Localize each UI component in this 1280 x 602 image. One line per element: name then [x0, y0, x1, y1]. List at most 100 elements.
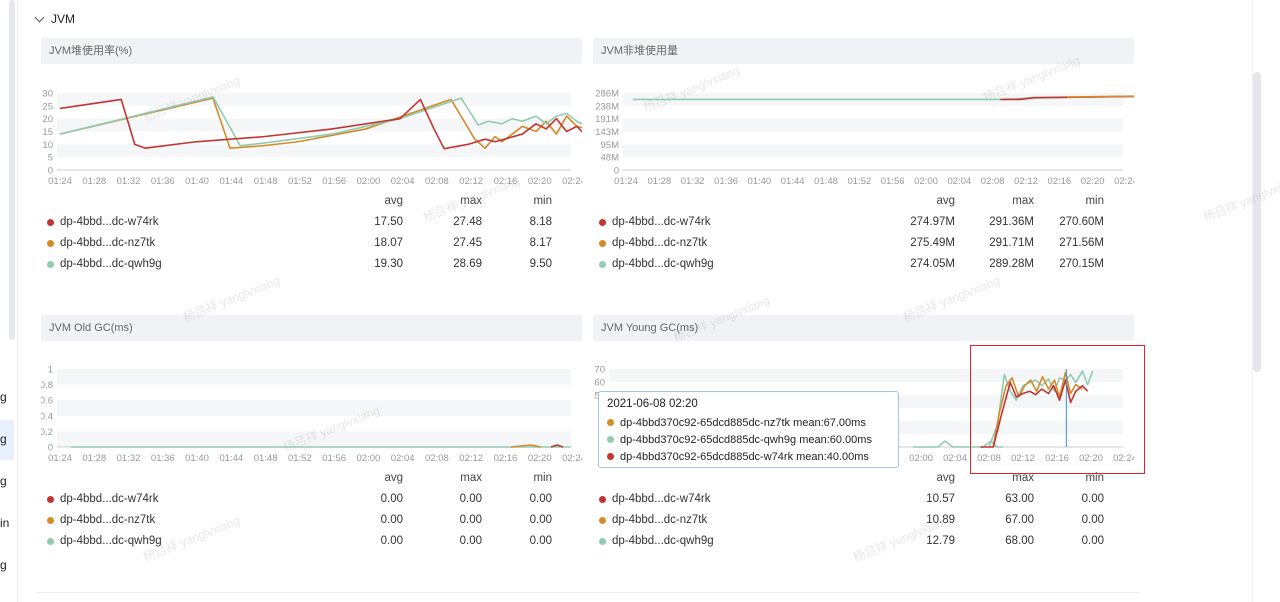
left-label: g — [0, 390, 7, 404]
y-tick-label: 0.6 — [41, 396, 53, 407]
right-scrollbar[interactable] — [1252, 0, 1280, 602]
x-tick-label: 02:24 — [562, 453, 582, 464]
col-avg: avg — [936, 195, 955, 207]
x-tick-label: 02:08 — [977, 453, 1001, 464]
legend-row[interactable]: dp-4bbd...dc-nz7tk 275.49M 291.71M 271.56M — [593, 233, 1134, 254]
y-tick-label: 5 — [48, 153, 53, 164]
legend-row[interactable]: dp-4bbd...dc-qwh9g 12.79 68.00 0.00 — [593, 531, 1134, 552]
grid-band — [57, 144, 571, 158]
x-tick-label: 01:48 — [254, 453, 278, 464]
legend-row[interactable]: dp-4bbd...dc-w74rk 274.97M 291.36M 270.60M — [593, 212, 1134, 233]
x-tick-label: 01:28 — [82, 176, 106, 187]
x-tick-label: 02:20 — [528, 176, 552, 187]
nonheap-legend: avg max min dp-4bbd...dc-w74rk 274.97M 291.3… — [593, 191, 1134, 275]
x-tick-label: 01:32 — [117, 176, 141, 187]
min-value: 9.50 — [529, 258, 552, 270]
max-value: 68.00 — [1005, 535, 1034, 547]
legend-row[interactable]: dp-4bbd...dc-qwh9g 0.00 0.00 0.00 — [41, 531, 582, 552]
series-name: dp-4bbd...dc-w74rk — [612, 493, 711, 505]
series-name: dp-4bbd...dc-w74rk — [612, 216, 711, 228]
legend-row[interactable]: dp-4bbd...dc-qwh9g 19.30 28.69 9.50 — [41, 254, 582, 275]
min-value: 8.18 — [529, 216, 552, 228]
jvm-section-toggle[interactable]: JVM — [34, 10, 75, 28]
legend-row[interactable]: dp-4bbd...dc-qwh9g 274.05M 289.28M 270.15M — [593, 254, 1134, 275]
x-tick-label: 02:04 — [391, 176, 415, 187]
chart-tooltip: 2021-06-08 02:20 dp-4bbd370c92-65dcd885d… — [598, 391, 899, 468]
left-selected-item[interactable] — [0, 420, 14, 460]
tooltip-text: dp-4bbd370c92-65dcd885dc-w74rk mean:40.0… — [620, 450, 869, 463]
y-tick-label: 60 — [594, 378, 605, 389]
series-dot — [599, 240, 606, 247]
x-tick-label: 01:40 — [747, 176, 771, 187]
old-gc-chart[interactable]: 1 0.8 0.6 0.4 0.2 001:24 01:28 01:32 01:36 01:40 0… — [41, 355, 582, 505]
col-avg: avg — [936, 472, 955, 484]
min-value: 0.00 — [529, 493, 552, 505]
series-name: dp-4bbd...dc-nz7tk — [60, 237, 156, 249]
x-tick-label: 02:04 — [391, 453, 415, 464]
series-nz7tk-line[interactable] — [992, 371, 1083, 448]
x-tick-label: 02:12 — [1014, 176, 1038, 187]
avg-value: 19.30 — [374, 258, 403, 270]
series-dot — [599, 219, 606, 226]
x-tick-label: 01:56 — [322, 176, 346, 187]
divider — [36, 592, 1140, 593]
x-tick-label: 02:00 — [357, 453, 381, 464]
y-tick-label: 0 — [614, 166, 619, 177]
series-nz7tk-line[interactable] — [59, 97, 582, 149]
series-dot — [47, 219, 54, 226]
legend-row[interactable]: dp-4bbd...dc-w74rk 17.50 27.48 8.18 — [41, 212, 582, 233]
panel-title: JVM Old GC(ms) — [41, 315, 582, 341]
y-tick-label: 95M — [601, 140, 620, 151]
series-name: dp-4bbd...dc-nz7tk — [60, 514, 156, 526]
scrollbar-thumb[interactable] — [1253, 72, 1261, 372]
young-gc-legend: avg max min dp-4bbd...dc-w74rk 10.57 63.00 0.… — [593, 468, 1134, 552]
series-w74rk-line[interactable] — [550, 444, 564, 448]
legend-row[interactable]: dp-4bbd...dc-w74rk 10.57 63.00 0.00 — [593, 489, 1134, 510]
series-w74rk-line[interactable] — [59, 98, 582, 150]
min-value: 0.00 — [1081, 514, 1104, 526]
x-tick-label: 01:24 — [614, 176, 638, 187]
series-nz7tk-line[interactable] — [1067, 95, 1134, 98]
series-qwh9g-baseline[interactable] — [913, 440, 1003, 448]
avg-value: 274.05M — [910, 258, 955, 270]
series-nz7tk-line[interactable] — [510, 444, 542, 448]
min-value: 271.56M — [1059, 237, 1104, 249]
avg-value: 10.57 — [926, 493, 955, 505]
legend-row[interactable]: dp-4bbd...dc-nz7tk 0.00 0.00 0.00 — [41, 510, 582, 531]
x-tick-label: 02:00 — [914, 176, 938, 187]
max-value: 0.00 — [459, 514, 482, 526]
avg-value: 274.97M — [910, 216, 955, 228]
avg-value: 0.00 — [380, 535, 403, 547]
x-tick-label: 02:12 — [1011, 453, 1035, 464]
avg-value: 10.89 — [926, 514, 955, 526]
x-tick-label: 01:36 — [151, 176, 175, 187]
left-scrollbar[interactable] — [9, 0, 15, 340]
legend-row[interactable]: dp-4bbd...dc-nz7tk 10.89 67.00 0.00 — [593, 510, 1134, 531]
series-qwh9g-line[interactable] — [59, 96, 582, 147]
x-tick-label: 02:24 — [1114, 176, 1134, 187]
avg-value: 275.49M — [910, 237, 955, 249]
max-value: 289.28M — [989, 258, 1034, 270]
x-tick-label: 02:16 — [1047, 176, 1071, 187]
series-name: dp-4bbd...dc-nz7tk — [612, 514, 708, 526]
legend-row[interactable]: dp-4bbd...dc-nz7tk 18.07 27.45 8.17 — [41, 233, 582, 254]
panel-title: JVM堆使用率(%) — [41, 38, 582, 64]
x-tick-label: 02:08 — [425, 453, 449, 464]
y-tick-label: 1 — [48, 365, 53, 376]
min-value: 0.00 — [529, 514, 552, 526]
y-tick-label: 286M — [595, 89, 619, 100]
series-w74rk-line[interactable] — [980, 379, 1089, 448]
heap-legend: avg max min dp-4bbd...dc-w74rk 17.50 27.48 8.… — [41, 191, 582, 275]
x-tick-label: 01:24 — [48, 453, 72, 464]
col-max: max — [1012, 195, 1034, 207]
series-dot — [607, 419, 614, 426]
series-dot — [47, 496, 54, 503]
nonheap-usage-panel: JVM非堆使用量 286M 238M 191M 143M 95M 48M 0 01:24 01:… — [593, 38, 1134, 270]
series-dot — [607, 436, 614, 443]
legend-row[interactable]: dp-4bbd...dc-w74rk 0.00 0.00 0.00 — [41, 489, 582, 510]
old-gc-legend: avg max min dp-4bbd...dc-w74rk 0.00 0.00 0.00… — [41, 468, 582, 552]
x-tick-label: 02:16 — [494, 453, 518, 464]
x-tick-label: 02:16 — [1045, 453, 1069, 464]
